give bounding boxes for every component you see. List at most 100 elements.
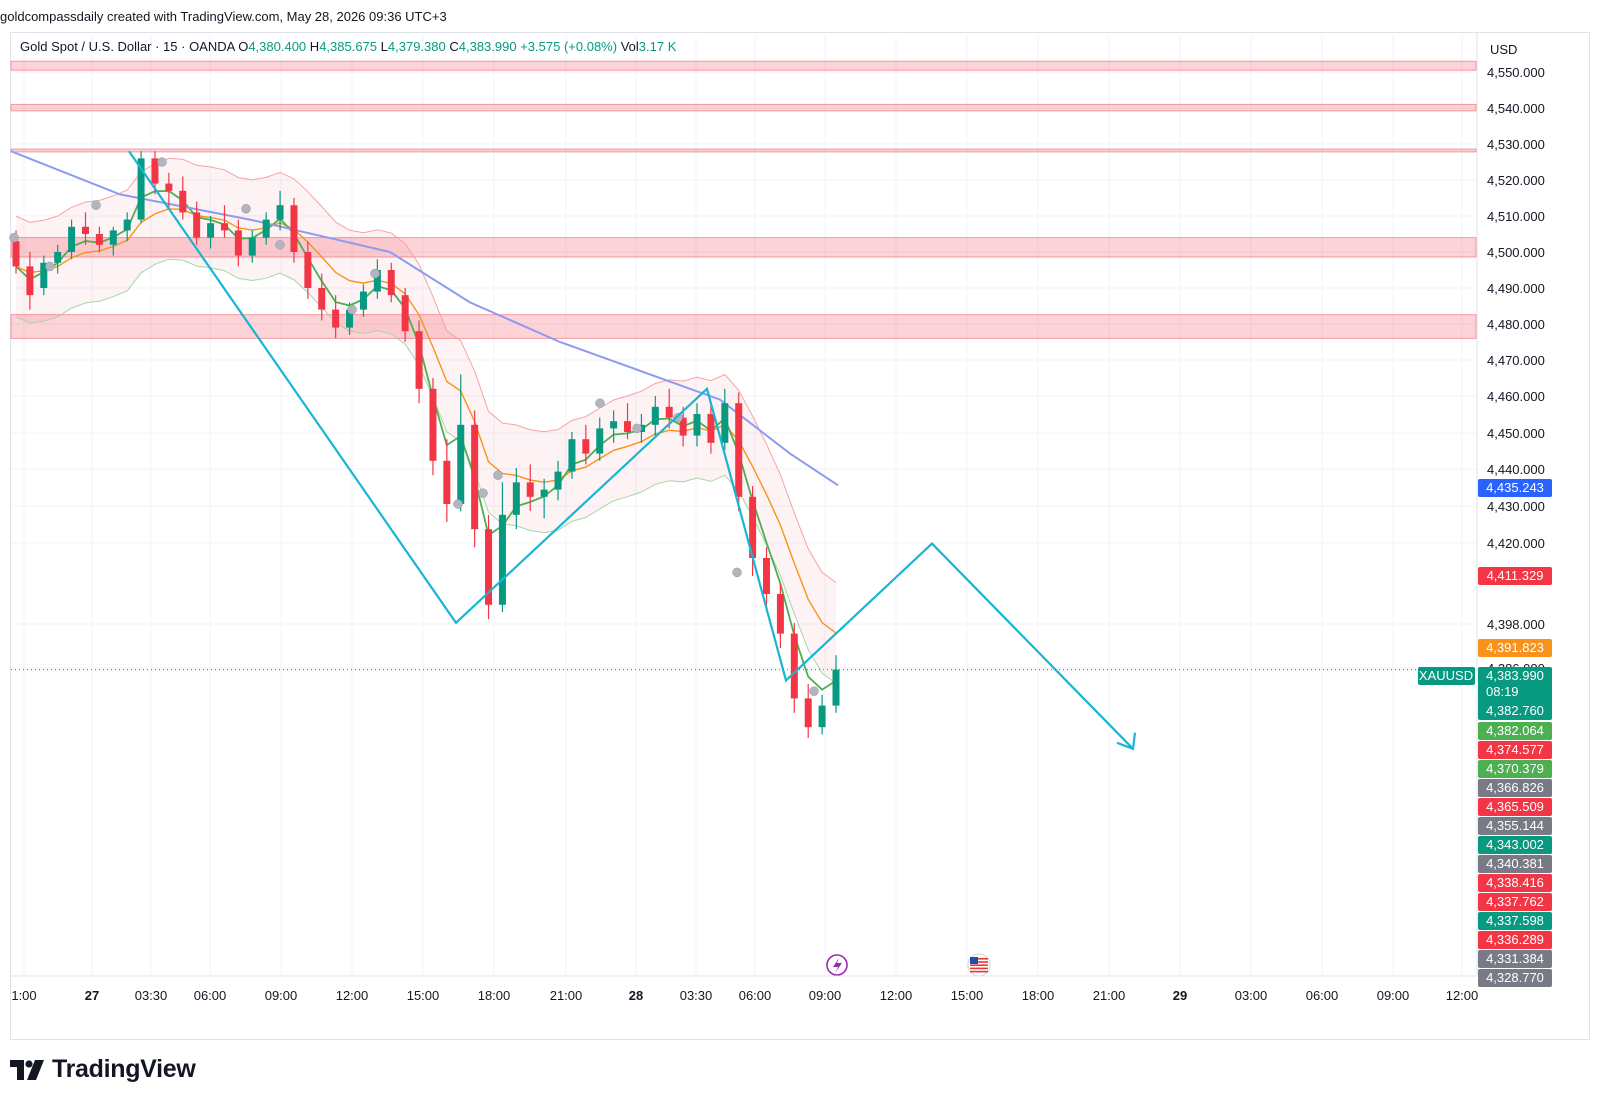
- chart-credit: goldcompassdaily created with TradingVie…: [0, 9, 447, 24]
- tradingview-logo-icon: [10, 1059, 44, 1080]
- price-tag-countdown: 08:19: [1486, 684, 1519, 699]
- price-tag-bg: [1478, 893, 1552, 911]
- candle-body: [207, 223, 215, 238]
- candle-body: [540, 489, 548, 497]
- signal-marker: [157, 157, 167, 167]
- time-tick-label: 18:00: [1022, 988, 1055, 1003]
- resistance-zone: [10, 60, 1477, 71]
- price-tag-bg: [1478, 836, 1552, 854]
- legend-symbol: Gold Spot / U.S. Dollar · 15 · OANDA: [20, 39, 235, 54]
- resistance-zone: [10, 148, 1477, 153]
- candle-body: [123, 219, 131, 231]
- price-tag: 4,337.598: [1478, 912, 1552, 930]
- price-tag-value: 4,382.064: [1486, 723, 1544, 738]
- price-tag: 4,343.002: [1478, 836, 1552, 854]
- price-tag-bg: [1478, 667, 1552, 705]
- candle-body: [387, 270, 395, 296]
- time-tick-label: 03:30: [680, 988, 713, 1003]
- signal-marker: [9, 232, 19, 243]
- price-tag: 4,382.064: [1478, 722, 1552, 740]
- signal-markers: [9, 157, 819, 696]
- time-tick-label: 09:00: [265, 988, 298, 1003]
- candle-body: [262, 219, 270, 238]
- candle-body: [359, 291, 367, 310]
- price-tag-value: 4,391.823: [1486, 640, 1544, 655]
- flag-stripe: [970, 964, 988, 966]
- price-tag-value: 4,374.577: [1486, 742, 1544, 757]
- signal-marker: [732, 567, 742, 578]
- price-tag: 4,391.823: [1478, 639, 1552, 657]
- legend-low: 4,379.380: [387, 39, 446, 54]
- candle-body: [68, 226, 76, 252]
- price-tag-value: 4,336.289: [1486, 932, 1544, 947]
- tradingview-logo[interactable]: TradingView: [10, 1055, 196, 1084]
- candle-body: [248, 237, 256, 256]
- price-tag-value: 4,328.770: [1486, 970, 1544, 985]
- candle-body: [193, 212, 201, 238]
- price-tick-label: 4,460.000: [1487, 389, 1545, 404]
- candle-body: [81, 226, 89, 234]
- price-tag: 4,340.381: [1478, 855, 1552, 873]
- legend-vol-label: Vol: [620, 39, 639, 54]
- price-tag: 4,355.144: [1478, 817, 1552, 835]
- price-tag-bg: [1478, 874, 1552, 892]
- candle-body: [763, 558, 771, 594]
- flag-canton: [970, 957, 978, 964]
- currency-label: USD: [1490, 42, 1517, 57]
- price-tick-label: 4,420.000: [1487, 536, 1545, 551]
- price-tag-value: 4,383.990: [1486, 668, 1544, 683]
- price-tag-bg: [1478, 760, 1552, 778]
- price-tag-bg: [1478, 702, 1552, 720]
- time-tick-label: 12:00: [1446, 988, 1479, 1003]
- candle-body: [151, 158, 159, 184]
- symbol-legend[interactable]: Gold Spot / U.S. Dollar · 15 · OANDA O4,…: [20, 39, 676, 54]
- candle-body: [485, 529, 493, 605]
- candle-body: [610, 421, 618, 429]
- time-tick-label: 18:00: [478, 988, 511, 1003]
- pattern-projection: [128, 150, 1137, 751]
- price-tick-label: 4,440.000: [1487, 462, 1545, 477]
- flag-stripe: [970, 967, 988, 970]
- legend-change: +3.575 (+0.08%): [520, 39, 618, 54]
- time-tick-label: 09:00: [1377, 988, 1410, 1003]
- time-tick-label: 21:00: [550, 988, 583, 1003]
- price-tag: 4,365.509: [1478, 798, 1552, 816]
- price-tag-bg: [1478, 912, 1552, 930]
- signal-marker: [91, 200, 101, 210]
- candle-body: [554, 471, 562, 490]
- symbol-tag-label: XAUUSD: [1419, 668, 1473, 683]
- candle-body: [471, 424, 479, 530]
- time-tick-label: 15:00: [407, 988, 440, 1003]
- time-tick-label: 03:00: [1235, 988, 1268, 1003]
- grid: [11, 36, 1476, 976]
- candle-body: [276, 205, 284, 220]
- price-tag: 4,337.762: [1478, 893, 1552, 911]
- candle-body: [818, 705, 826, 728]
- legend-close-label: C: [449, 39, 459, 54]
- price-tag-value: 4,365.509: [1486, 799, 1544, 814]
- time-tick-label: 1:00: [11, 988, 36, 1003]
- signal-marker: [241, 204, 251, 214]
- candle-body: [512, 482, 520, 515]
- candle-body: [165, 183, 173, 191]
- price-tag: 4,411.329: [1478, 567, 1552, 585]
- chart-frame[interactable]: [10, 32, 1590, 1040]
- time-tick-label: 06:00: [194, 988, 227, 1003]
- candle-body: [234, 230, 242, 256]
- price-tag: 4,331.384: [1478, 950, 1552, 968]
- candle-body: [596, 428, 604, 454]
- price-tag-bg: [1478, 779, 1552, 797]
- candle-body: [582, 439, 590, 454]
- legend-low-label: L: [380, 39, 388, 54]
- price-tick-label: 4,520.000: [1487, 173, 1545, 188]
- price-tag: 4,328.770: [1478, 969, 1552, 987]
- time-tick-label: 06:00: [739, 988, 772, 1003]
- signal-marker: [595, 398, 605, 408]
- price-tag-bg: [1478, 931, 1552, 949]
- candle-body: [179, 190, 187, 213]
- candle-body: [373, 270, 381, 292]
- candle-body: [776, 594, 784, 634]
- envelope-lower-line: [15, 258, 837, 684]
- candle-body: [568, 439, 576, 472]
